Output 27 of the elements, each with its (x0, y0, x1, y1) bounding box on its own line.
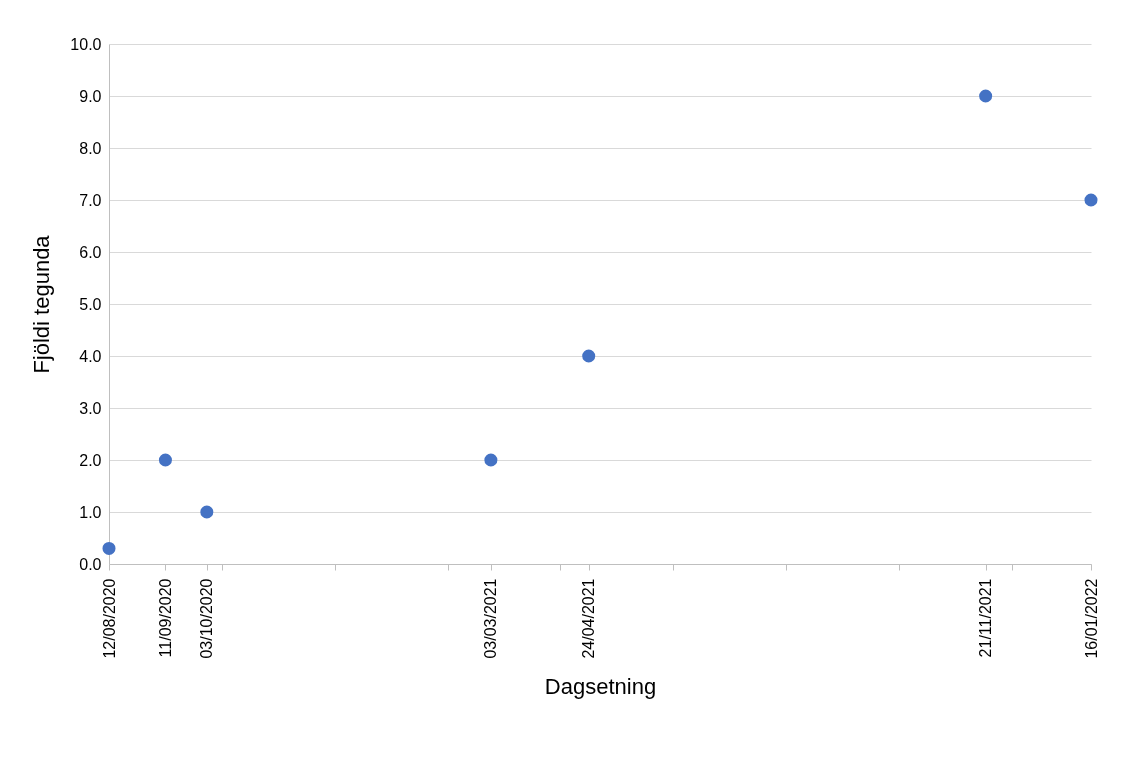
y-tick-label: 2.0 (79, 451, 102, 469)
x-tick-label: 03/10/2020 (198, 578, 216, 659)
y-tick-label: 8.0 (79, 139, 102, 157)
x-tick-label: 24/04/2021 (580, 578, 598, 659)
y-tick-label: 7.0 (79, 191, 102, 209)
y-tick-label: 3.0 (79, 399, 102, 417)
y-axis-title: Fjöldi tegunda (29, 234, 55, 374)
point (484, 453, 498, 467)
point (102, 541, 116, 555)
x-tick-label: 16/01/2022 (1082, 578, 1100, 659)
point (582, 349, 596, 363)
point (979, 89, 993, 103)
y-tick-label: 5.0 (79, 295, 102, 313)
y-tick-label: 0.0 (79, 555, 102, 573)
y-tick-label: 6.0 (79, 243, 102, 261)
y-tick-label: 1.0 (79, 503, 102, 521)
y-tick-label: 10.0 (70, 35, 102, 53)
point (1084, 193, 1098, 207)
point (158, 453, 172, 467)
y-tick-label: 4.0 (79, 347, 102, 365)
point (200, 505, 214, 519)
x-axis-title: Dagsetning (544, 673, 657, 699)
x-tick-label: 12/08/2020 (100, 578, 118, 659)
x-tick-label: 21/11/2021 (977, 578, 995, 658)
y-tick-label: 9.0 (79, 87, 102, 105)
x-tick-label: 11/09/2020 (156, 578, 174, 658)
x-tick-label: 03/03/2021 (482, 578, 500, 659)
